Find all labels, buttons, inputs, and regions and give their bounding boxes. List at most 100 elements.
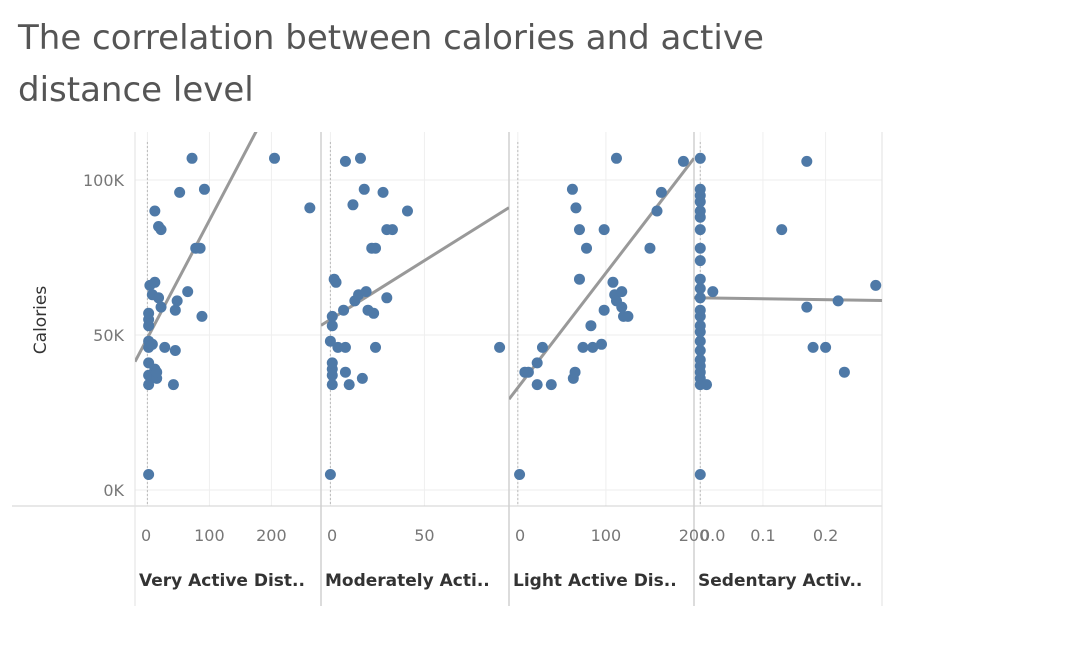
- data-point: [655, 186, 667, 198]
- data-point: [326, 310, 338, 322]
- y-axis-label: Calories: [31, 286, 51, 355]
- data-point: [694, 335, 706, 347]
- data-point: [155, 224, 167, 236]
- data-point: [531, 357, 543, 369]
- data-point: [622, 310, 634, 322]
- data-point: [598, 224, 610, 236]
- data-point: [167, 379, 179, 391]
- data-point: [573, 224, 585, 236]
- y-tick-label: 50K: [93, 326, 124, 345]
- data-point: [581, 242, 593, 254]
- data-point: [801, 301, 813, 313]
- panel-frame: [12, 132, 883, 606]
- data-point: [386, 224, 398, 236]
- data-point: [370, 341, 382, 353]
- data-point: [694, 255, 706, 267]
- data-point: [143, 307, 155, 319]
- chart-title: The correlation between calories and act…: [18, 18, 764, 110]
- data-point: [338, 304, 350, 316]
- data-point: [368, 307, 380, 319]
- data-point: [644, 242, 656, 254]
- data-point: [701, 379, 713, 391]
- x-axis-label: Very Active Dist..: [139, 571, 305, 591]
- data-point: [356, 372, 368, 384]
- data-point: [514, 469, 526, 480]
- data-point: [694, 152, 706, 164]
- x-tick-label: 0: [327, 526, 337, 545]
- data-point: [694, 304, 706, 316]
- x-tick-label: 100: [194, 526, 225, 545]
- data-point: [339, 155, 351, 167]
- data-point: [304, 202, 316, 214]
- data-point: [570, 202, 582, 214]
- data-point: [326, 357, 338, 369]
- data-point: [186, 152, 198, 164]
- data-point: [801, 155, 813, 167]
- data-point: [694, 205, 706, 217]
- data-point: [807, 341, 819, 353]
- data-point: [694, 283, 706, 294]
- x-tick-label: 200: [679, 526, 710, 545]
- data-point: [326, 320, 338, 332]
- data-point: [358, 183, 370, 195]
- data-point: [269, 152, 280, 164]
- data-point: [694, 183, 706, 195]
- data-point: [494, 341, 506, 353]
- data-point: [573, 273, 585, 285]
- data-point: [838, 366, 850, 378]
- data-point: [326, 379, 338, 391]
- data-point: [566, 183, 578, 195]
- data-point: [607, 276, 619, 288]
- data-point: [401, 205, 413, 217]
- y-tick-label: 100K: [83, 171, 125, 190]
- data-point: [169, 304, 181, 316]
- data-point: [343, 379, 355, 391]
- data-point: [143, 469, 155, 480]
- label-layer: Calories 0K 50K 100K 0 100 200 Very Active Dis…: [31, 171, 862, 591]
- data-point: [198, 183, 210, 195]
- data-point: [832, 295, 844, 307]
- data-point: [330, 276, 342, 288]
- data-point: [332, 341, 344, 353]
- trend-line: [694, 296, 882, 302]
- trend-line: [135, 132, 258, 363]
- data-point: [616, 301, 628, 313]
- data-point: [694, 320, 706, 332]
- data-point: [616, 286, 628, 298]
- data-point: [381, 292, 393, 304]
- x-tick-label: 50: [414, 526, 434, 545]
- data-point: [196, 310, 208, 322]
- data-point: [694, 345, 706, 356]
- data-point: [694, 224, 706, 236]
- data-point: [339, 366, 351, 378]
- x-tick-label: 0.1: [750, 526, 775, 545]
- data-point: [545, 379, 557, 391]
- data-point: [171, 295, 183, 307]
- data-point: [182, 286, 194, 298]
- data-point: [143, 379, 155, 391]
- x-axis-label: Light Active Dis..: [513, 571, 677, 591]
- data-point: [194, 242, 206, 254]
- point-layer: [143, 152, 882, 480]
- data-point: [577, 341, 589, 353]
- data-point: [169, 345, 181, 356]
- y-tick-label: 0K: [103, 481, 124, 500]
- data-point: [596, 338, 607, 350]
- trend-line: [321, 206, 509, 327]
- data-point: [694, 469, 706, 480]
- data-point: [598, 304, 610, 316]
- x-tick-label: 0.0: [700, 526, 725, 545]
- data-point: [153, 292, 165, 304]
- data-point: [870, 279, 882, 291]
- data-point: [651, 205, 663, 217]
- x-tick-label: 0: [515, 526, 525, 545]
- data-point: [677, 155, 689, 167]
- data-point: [149, 205, 161, 217]
- data-point: [694, 292, 706, 304]
- data-point: [587, 341, 599, 353]
- x-tick-label: 200: [256, 526, 287, 545]
- data-point: [347, 199, 359, 211]
- x-tick-label: 100: [591, 526, 622, 545]
- data-point: [360, 286, 372, 298]
